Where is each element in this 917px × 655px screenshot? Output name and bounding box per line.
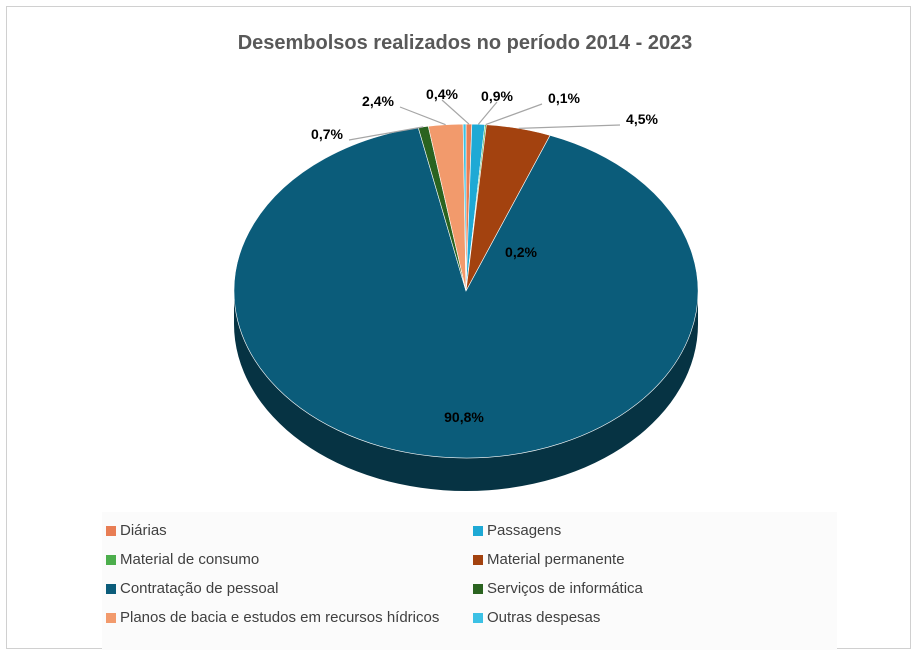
legend-swatch-2 [106, 554, 116, 565]
pie-side-4 [234, 291, 698, 491]
data-label-5: 0,7% [311, 126, 343, 142]
data-label-2: 0,1% [548, 90, 580, 106]
legend-swatch-4 [106, 583, 116, 594]
pie-depth [234, 291, 698, 491]
chart-title: Desembolsos realizados no período 2014 -… [238, 32, 693, 54]
legend-label-0: Diárias [120, 522, 167, 539]
pie-slices [233, 123, 699, 459]
leader-line-5 [348, 126, 424, 141]
legend-label-5: Serviços de informática [487, 580, 643, 597]
legend-label-2: Material de consumo [120, 551, 260, 568]
pie-slice-7 [462, 123, 467, 292]
legend-label-1: Passagens [487, 522, 562, 539]
legend-item-7: Outras despesas [473, 609, 600, 626]
data-label-3: 4,5% [626, 111, 658, 127]
data-label-4: 90,8% [444, 409, 484, 425]
legend-swatch-6 [106, 612, 116, 623]
leader-line-0 [441, 99, 470, 125]
legend-label-6: Planos de bacia e estudos em recursos hí… [120, 609, 440, 626]
legend-item-0: Diárias [106, 522, 167, 539]
leader-line-3 [518, 124, 621, 129]
legend-swatch-0 [106, 525, 116, 536]
legend-label-7: Outras despesas [487, 609, 601, 626]
legend-swatch-5 [473, 583, 483, 594]
pie-slice-4 [233, 127, 699, 459]
data-label-1: 0,9% [481, 88, 513, 104]
leader-line-6 [399, 106, 446, 126]
leader-line-2 [485, 103, 543, 126]
legend-item-2: Material de consumo [106, 551, 259, 568]
data-label-7: 0,2% [505, 244, 537, 260]
legend-label-3: Material permanente [487, 551, 625, 568]
legend-swatch-3 [473, 554, 483, 565]
legend-swatch-7 [473, 612, 483, 623]
legend-item-6: Planos de bacia e estudos em recursos hí… [106, 609, 439, 626]
legend-item-1: Passagens [473, 522, 561, 539]
data-labels: 0,4% 0,9% 0,1% 4,5% 90,8% 0,7% 2,4% 0,2% [311, 86, 658, 425]
data-label-0: 0,4% [426, 86, 458, 102]
legend-label-4: Contratação de pessoal [120, 580, 279, 597]
legend-item-4: Contratação de pessoal [106, 580, 278, 597]
legend-item-3: Material permanente [473, 551, 625, 568]
leader-lines [348, 99, 621, 141]
legend-swatch-1 [473, 525, 483, 536]
leader-line-1 [477, 101, 498, 125]
data-label-6: 2,4% [362, 93, 394, 109]
legend: Diárias Passagens Material de consumo Mater… [102, 512, 837, 650]
legend-item-5: Serviços de informática [473, 580, 643, 597]
